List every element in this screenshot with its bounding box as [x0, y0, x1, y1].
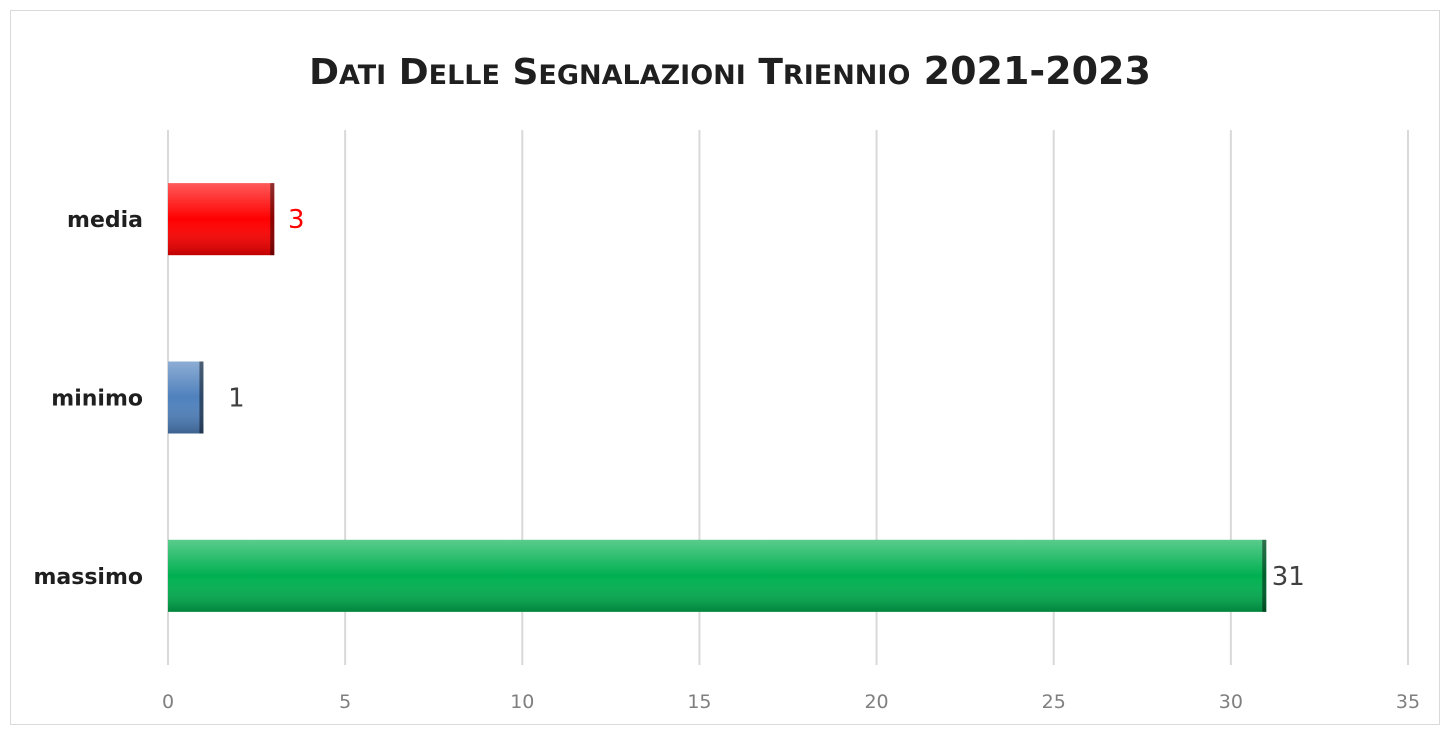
x-tick-label: 35 — [1396, 691, 1420, 713]
bar-bevel-minimo — [168, 361, 204, 434]
category-label-minimo: minimo — [51, 387, 143, 412]
bar-edge-massimo — [1262, 539, 1267, 612]
bar-bevel-massimo — [168, 539, 1267, 612]
labels: 0 5 10 15 20 25 30 35 media 3 minimo 1 massimo 31 — [33, 205, 1420, 713]
data-label-minimo: 1 — [228, 384, 245, 414]
chart-title: DATI DELLE SEGNALAZIONI TRIENNIO 2021-20… — [309, 49, 1151, 93]
category-label-massimo: massimo — [33, 565, 143, 590]
x-tick-label: 0 — [162, 691, 174, 713]
x-tick-label: 15 — [687, 691, 711, 713]
bar-bevel-media — [168, 183, 275, 256]
data-label-massimo: 31 — [1272, 562, 1305, 592]
x-tick-label: 30 — [1219, 691, 1243, 713]
x-tick-label: 10 — [510, 691, 534, 713]
data-label-media: 3 — [288, 205, 305, 235]
bar-edge-minimo — [199, 361, 204, 434]
bars — [168, 183, 1267, 612]
x-tick-label: 25 — [1042, 691, 1066, 713]
x-tick-label: 20 — [864, 691, 888, 713]
bar-edge-media — [270, 183, 275, 256]
x-tick-label: 5 — [339, 691, 351, 713]
category-label-media: media — [67, 208, 143, 233]
